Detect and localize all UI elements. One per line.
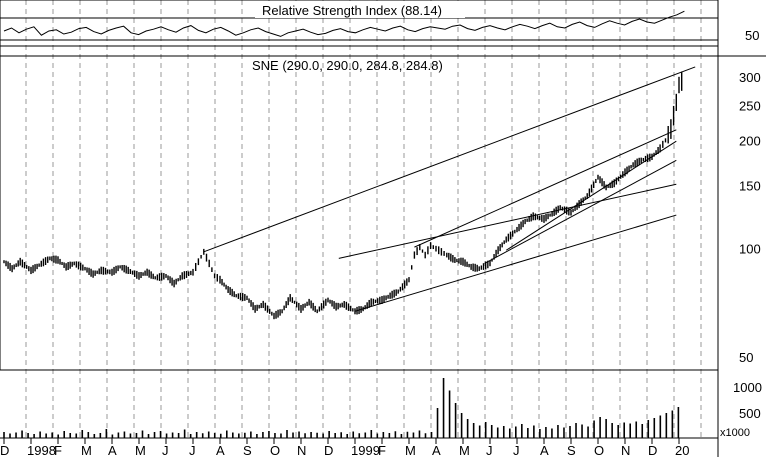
price-series — [3, 71, 683, 320]
x-axis-label: O — [594, 443, 604, 457]
x-axis-label: J — [189, 443, 196, 457]
price-axis-tick: 200 — [739, 133, 761, 148]
x-axis-label: O — [270, 443, 280, 457]
trendline — [338, 183, 677, 259]
price-axis-tick: 100 — [739, 242, 761, 257]
x-axis-label: J — [162, 443, 169, 457]
x-axis-label: A — [540, 443, 549, 457]
x-axis-label: S — [243, 443, 252, 457]
rsi-axis-50: 50 — [745, 28, 759, 43]
x-axis-label: J — [486, 443, 493, 457]
trendline — [505, 140, 677, 251]
volume-unit: x1000 — [720, 427, 750, 439]
rsi-label: Relative Strength Index (88.14) — [262, 3, 442, 18]
trendline — [484, 159, 677, 264]
x-axis-label: D — [0, 443, 9, 457]
price-label: SNE (290.0, 290.0, 284.8, 284.8) — [252, 58, 443, 73]
x-axis-label: F — [54, 443, 62, 457]
price-axis: 300 250 200 150 100 50 — [739, 70, 761, 365]
price-axis-tick: 150 — [739, 178, 761, 193]
price-axis-tick: 300 — [739, 70, 761, 85]
x-axis-label: F — [378, 443, 386, 457]
trendline — [203, 66, 696, 253]
volume-axis-500: 500 — [739, 406, 761, 421]
trendline — [354, 214, 677, 312]
x-axis-label: J — [513, 443, 520, 457]
price-panel — [0, 45, 719, 371]
x-axis-label: D — [324, 443, 333, 457]
price-axis-tick: 250 — [739, 98, 761, 113]
trendline — [414, 129, 677, 248]
trendlines — [203, 66, 696, 312]
volume-axis-1000: 1000 — [733, 380, 762, 395]
price-axis-tick: 50 — [739, 350, 753, 365]
x-axis-label: M — [135, 443, 146, 457]
x-axis-label: A — [216, 443, 225, 457]
x-axis-label: M — [81, 443, 92, 457]
x-axis-label: D — [648, 443, 657, 457]
x-axis-label: 1998 — [27, 443, 56, 457]
x-axis-label: 1999 — [351, 443, 380, 457]
x-axis-label: 20 — [675, 443, 689, 457]
x-axis-label: S — [567, 443, 576, 457]
x-axis-label: M — [405, 443, 416, 457]
x-axis-label: A — [108, 443, 117, 457]
volume-bars — [3, 378, 680, 438]
x-axis-label: N — [621, 443, 630, 457]
rsi-series-line — [3, 10, 685, 37]
x-axis-label: M — [459, 443, 470, 457]
x-axis-label: A — [432, 443, 441, 457]
x-axis-label: N — [297, 443, 306, 457]
month-gridlines — [25, 0, 702, 438]
